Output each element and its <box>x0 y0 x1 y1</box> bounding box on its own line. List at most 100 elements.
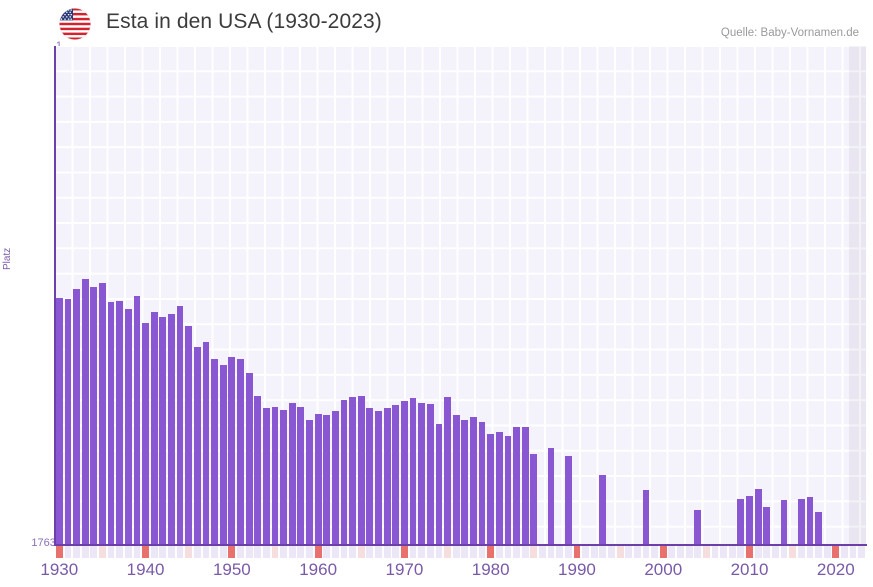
x-axis-line <box>55 544 867 546</box>
bar-1934[interactable] <box>90 286 98 545</box>
bar-1956[interactable] <box>280 409 288 545</box>
bar-1993[interactable] <box>599 474 607 545</box>
x-tick-1933 <box>81 546 89 558</box>
bar-2010[interactable] <box>746 495 753 545</box>
bar-1963[interactable] <box>340 399 348 545</box>
bar-1980[interactable] <box>487 433 495 545</box>
x-tick-2022 <box>849 546 857 558</box>
x-tick-1972 <box>418 546 426 558</box>
x-tick-1978 <box>470 546 477 558</box>
bar-1962[interactable] <box>331 411 339 545</box>
bar-1944[interactable] <box>176 305 184 545</box>
bar-1937[interactable] <box>116 300 124 545</box>
x-tick-1975 <box>444 546 451 558</box>
x-tick-1970 <box>401 546 408 558</box>
bar-1974[interactable] <box>435 423 443 545</box>
bar-1960[interactable] <box>314 413 322 545</box>
bar-1959[interactable] <box>306 419 313 545</box>
x-tick-1952 <box>245 546 253 558</box>
bar-1965[interactable] <box>357 395 365 545</box>
x-axis-label-1990: 1990 <box>558 560 596 579</box>
bar-1939[interactable] <box>133 295 141 545</box>
bar-1968[interactable] <box>383 408 391 545</box>
bar-1932[interactable] <box>73 289 80 545</box>
x-tick-1930 <box>55 546 63 558</box>
bar-1953[interactable] <box>254 395 262 545</box>
bar-1964[interactable] <box>349 396 357 545</box>
bar-2017[interactable] <box>806 497 814 545</box>
bar-1952[interactable] <box>245 372 253 545</box>
x-tick-1954 <box>262 546 270 558</box>
bar-2014[interactable] <box>780 500 788 545</box>
bar-1936[interactable] <box>107 302 115 545</box>
bar-1976[interactable] <box>452 415 460 545</box>
bar-1933[interactable] <box>81 279 89 545</box>
bar-1979[interactable] <box>478 422 486 545</box>
x-tick-1937 <box>116 546 124 558</box>
bar-1977[interactable] <box>461 419 469 545</box>
bar-1989[interactable] <box>564 456 572 545</box>
bar-1957[interactable] <box>288 402 296 545</box>
bar-1945[interactable] <box>185 326 193 545</box>
x-tick-2018 <box>815 546 822 558</box>
x-tick-2013 <box>771 546 779 558</box>
bar-1967[interactable] <box>375 411 382 545</box>
bar-1970[interactable] <box>401 400 408 545</box>
bar-1950[interactable] <box>228 357 236 545</box>
x-tick-1993 <box>599 546 607 558</box>
bar-1969[interactable] <box>392 405 400 545</box>
x-tick-2009 <box>737 546 745 558</box>
bar-1998[interactable] <box>642 490 650 545</box>
x-tick-1999 <box>651 546 659 558</box>
x-tick-1951 <box>237 546 244 558</box>
bar-1973[interactable] <box>426 403 434 545</box>
x-tick-1957 <box>288 546 296 558</box>
bar-1940[interactable] <box>142 322 149 545</box>
x-tick-1938 <box>124 546 132 558</box>
bar-1958[interactable] <box>297 406 305 545</box>
bar-2009[interactable] <box>737 498 745 545</box>
x-tick-1945 <box>185 546 193 558</box>
x-axis-label-1980: 1980 <box>471 560 510 579</box>
x-axis-label-1950: 1950 <box>212 560 251 579</box>
bar-1931[interactable] <box>64 299 72 545</box>
bar-1935[interactable] <box>99 283 106 545</box>
bar-2012[interactable] <box>763 507 771 545</box>
x-tick-1991 <box>582 546 589 558</box>
bar-1955[interactable] <box>271 406 279 545</box>
x-tick-1946 <box>193 546 201 558</box>
bar-2004[interactable] <box>694 510 702 545</box>
x-tick-1934 <box>90 546 98 558</box>
bar-1954[interactable] <box>262 408 270 545</box>
bar-1938[interactable] <box>124 309 132 545</box>
bar-1947[interactable] <box>202 341 210 545</box>
x-tick-2001 <box>668 546 676 558</box>
bar-1948[interactable] <box>211 358 218 545</box>
bar-1961[interactable] <box>323 415 331 545</box>
bar-1984[interactable] <box>521 426 529 545</box>
bar-1930[interactable] <box>55 297 63 545</box>
bar-1972[interactable] <box>418 402 426 545</box>
bar-1982[interactable] <box>504 435 512 545</box>
x-tick-1998 <box>642 546 650 558</box>
bar-1949[interactable] <box>219 365 227 545</box>
bar-2011[interactable] <box>754 488 762 545</box>
bar-1985[interactable] <box>530 453 538 545</box>
bar-1981[interactable] <box>495 432 503 545</box>
bar-1942[interactable] <box>159 317 167 545</box>
x-tick-1979 <box>478 546 486 558</box>
bar-1978[interactable] <box>470 417 477 545</box>
bar-1966[interactable] <box>366 408 374 545</box>
plot-area <box>55 46 866 545</box>
bar-1983[interactable] <box>513 426 520 545</box>
bar-2018[interactable] <box>815 511 822 545</box>
bar-1975[interactable] <box>444 396 451 545</box>
bar-1971[interactable] <box>409 398 417 545</box>
bar-1987[interactable] <box>547 447 555 545</box>
bar-1941[interactable] <box>150 312 158 545</box>
bar-1946[interactable] <box>193 347 201 545</box>
bar-2016[interactable] <box>797 498 805 545</box>
bar-1951[interactable] <box>237 358 244 545</box>
bar-1943[interactable] <box>168 314 175 545</box>
